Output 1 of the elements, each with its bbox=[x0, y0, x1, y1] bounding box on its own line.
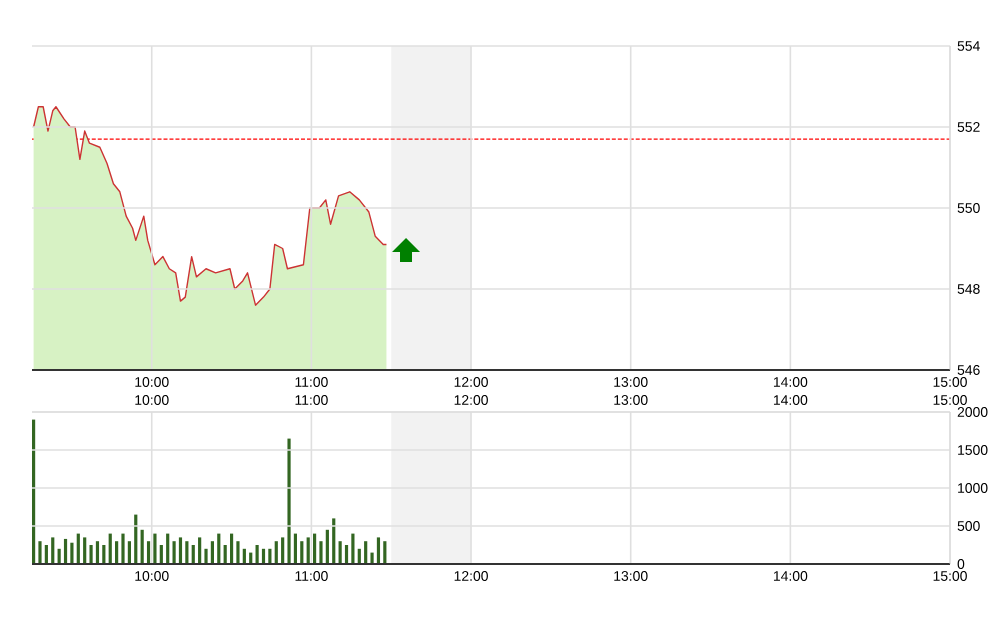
line-series bbox=[32, 106, 388, 306]
